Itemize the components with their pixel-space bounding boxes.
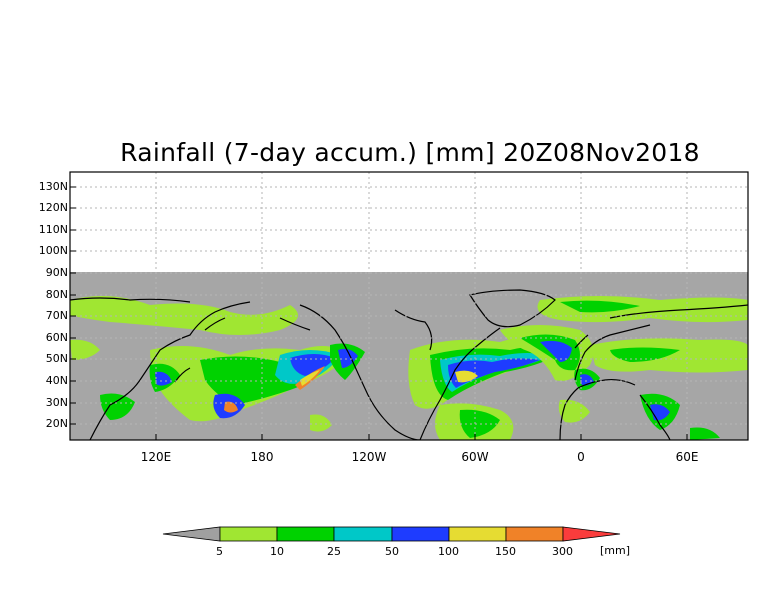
precip-europe-green xyxy=(610,347,680,362)
coastlines xyxy=(70,289,748,440)
precip-atlantic-green xyxy=(560,300,640,313)
colorbar-50-100 xyxy=(391,526,450,542)
colorbar-label: 300 xyxy=(552,545,573,558)
coast-hudson xyxy=(394,309,433,351)
lon-label: 120W xyxy=(351,450,387,464)
colorbar xyxy=(162,526,621,542)
precip-atlantic-yellow xyxy=(455,370,478,383)
colorbar-below xyxy=(162,526,221,542)
coast-africa xyxy=(559,378,636,440)
coast-greenland xyxy=(469,289,556,328)
coast-arabia-india xyxy=(639,394,671,440)
lat-label: 70N xyxy=(45,309,68,322)
lat-label: 40N xyxy=(45,374,68,387)
colorbar-25-50 xyxy=(333,526,393,542)
colorbar-label: 50 xyxy=(385,545,399,558)
coast-aleutian xyxy=(279,317,311,331)
colorbar-10-25 xyxy=(276,526,335,542)
colorbar-above xyxy=(562,526,621,542)
colorbar-label: 5 xyxy=(216,545,223,558)
precip-hawaii xyxy=(310,414,332,432)
precip-caribbean-green xyxy=(459,409,500,438)
coast-siberia xyxy=(609,304,748,319)
colorbar-label: 25 xyxy=(327,545,341,558)
lat-label: 80N xyxy=(45,288,68,301)
lat-label: 110N xyxy=(38,223,68,236)
map-content xyxy=(70,172,748,440)
precip-west-edge xyxy=(70,339,100,360)
map-title: Rainfall (7-day accum.) [mm] 20Z08Nov201… xyxy=(120,138,700,167)
precip-iceland-blue xyxy=(540,340,572,362)
precip-pacific-yellow xyxy=(300,370,320,386)
lat-label: 20N xyxy=(45,417,68,430)
precip-east-edge xyxy=(690,427,720,440)
graticule xyxy=(70,172,748,440)
lon-label: 120E xyxy=(140,450,172,464)
precip-europe xyxy=(590,338,748,373)
axis-ticks xyxy=(70,186,688,440)
lat-label: 100N xyxy=(38,244,68,257)
colorbar-5-10 xyxy=(219,526,278,542)
precip-iceland-green xyxy=(520,334,580,371)
lat-label: 30N xyxy=(45,396,68,409)
colorbar-100-150 xyxy=(448,526,507,542)
lon-label: 60E xyxy=(675,450,699,464)
coast-na-west xyxy=(299,304,421,440)
precip-china-blue xyxy=(155,371,172,386)
coast-kamchatka xyxy=(204,317,226,331)
coast-japan xyxy=(174,367,191,383)
precip-sea xyxy=(100,393,135,420)
lat-label: 90N xyxy=(45,266,68,279)
precip-nw-coast-blue xyxy=(338,348,358,368)
coast-east-asia xyxy=(89,301,251,440)
map-frame-border xyxy=(69,171,749,441)
coast-na-east xyxy=(419,327,501,440)
colorbar-label: 10 xyxy=(270,545,284,558)
precip-typhoon-orange xyxy=(224,401,238,413)
lon-label: 0 xyxy=(577,450,585,464)
coast-siberia-west xyxy=(70,297,191,303)
colorbar-label: 100 xyxy=(438,545,459,558)
colorbar-units: [mm] xyxy=(600,544,631,557)
lon-label: 60W xyxy=(461,450,489,464)
coast-europe xyxy=(574,324,651,381)
colorbar-150-300 xyxy=(505,526,564,542)
coast-british-isles xyxy=(574,334,589,349)
precip-north-atlantic-band xyxy=(537,296,748,323)
lat-label: 50N xyxy=(45,352,68,365)
precip-africa xyxy=(558,399,590,423)
lat-label: 60N xyxy=(45,331,68,344)
precip-north-pacific-band xyxy=(70,296,298,335)
lat-label: 120N xyxy=(38,201,68,214)
lat-label: 130N xyxy=(38,180,68,193)
lon-label: 180 xyxy=(250,450,274,464)
colorbar-label: 150 xyxy=(495,545,516,558)
